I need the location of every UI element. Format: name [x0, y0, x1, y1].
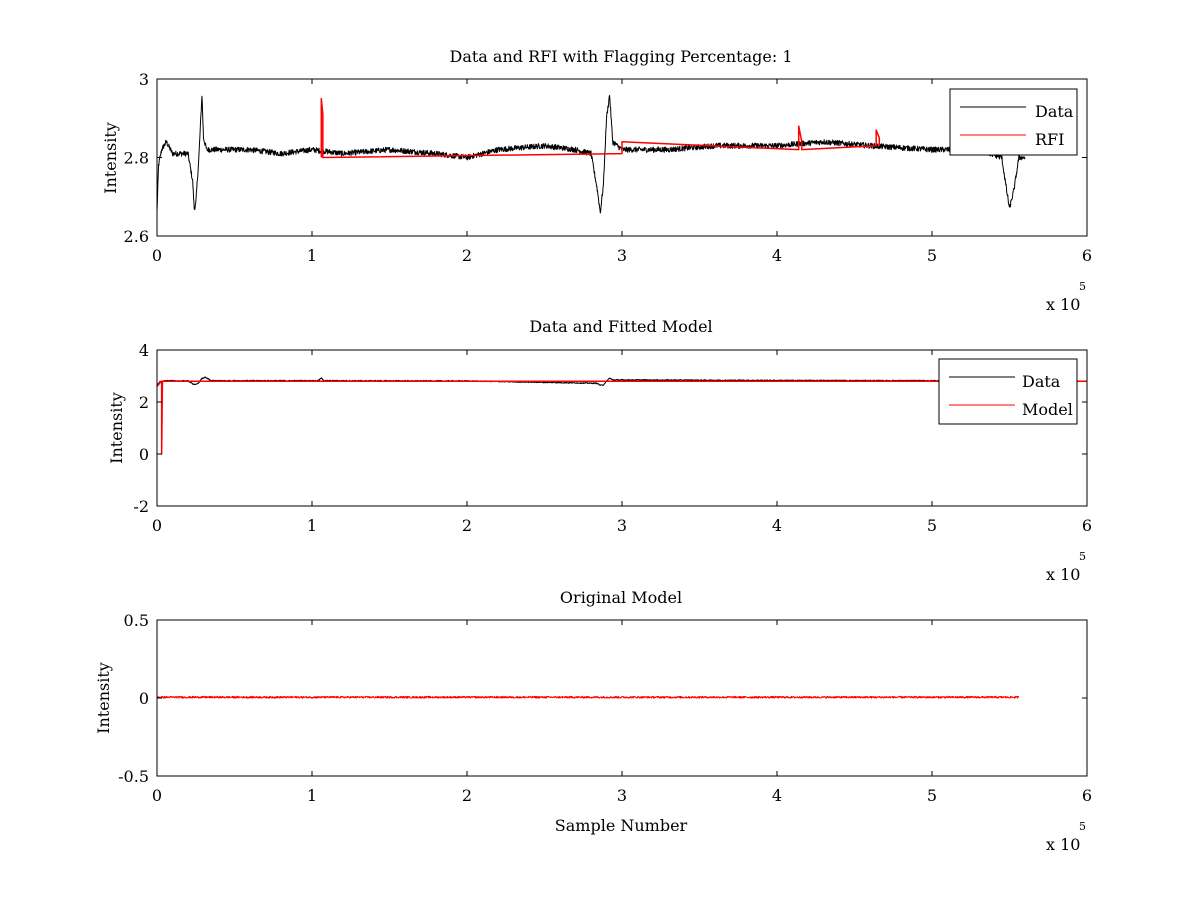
subplot-1-legend: Data RFI [949, 88, 1078, 156]
subplot-2-title: Data and Fitted Model [529, 317, 712, 336]
subplot-3-axes-box [156, 619, 1088, 777]
subplot-2-y-tick-label: 0 [139, 445, 149, 464]
subplot-3-title: Original Model [560, 588, 682, 607]
subplot-2-x-tick-label: 2 [462, 516, 472, 535]
subplot-1-x-tick-label: 3 [617, 246, 627, 265]
subplot-1-x-tick-label: 2 [462, 246, 472, 265]
subplot-1-x-tick-label: 5 [927, 246, 937, 265]
subplot-3-marks: 0 1 2 3 4 5 6-0.500.5 [118, 611, 1092, 805]
subplot-1-title: Data and RFI with Flagging Percentage: 1 [449, 47, 792, 66]
subplot-1: Data and RFI with Flagging Percentage: 1… [101, 47, 1092, 314]
subplot-2-series-model-line [156, 380, 1087, 455]
subplot-3-series-line-line [156, 695, 1020, 699]
subplot-2-ylabel: Intensity [107, 392, 126, 464]
subplot-3-ylabel: Intensity [94, 662, 113, 734]
subplot-2-y-tick-label: 2 [139, 393, 149, 412]
subplot-1-x-tick-label: 6 [1082, 246, 1092, 265]
subplot-3-x-tick-label: 6 [1082, 786, 1092, 805]
subplot-3-x-tick-label: 4 [772, 786, 782, 805]
subplot-2-axes-box [156, 349, 1088, 507]
subplot-3-y-tick-label: 0.5 [124, 611, 149, 630]
subplot-1-ylabel: Intensity [101, 122, 120, 194]
subplot-1-x-tick-label: 4 [772, 246, 782, 265]
subplot-1-y-tick-label: 2.6 [124, 227, 149, 246]
subplot-2-x-tick-label: 3 [617, 516, 627, 535]
subplot-3-y-tick-label: 0 [139, 689, 149, 708]
subplot-1-series-rfi-line [320, 97, 881, 159]
subplot-2-x-tick-label: 0 [152, 516, 162, 535]
subplot-1-series-data-line [156, 94, 1026, 214]
subplot-1-legend-box [949, 88, 1078, 156]
subplot-1-x-multiplier: x 10 [1046, 295, 1080, 314]
subplot-2-x-tick-label: 4 [772, 516, 782, 535]
subplot-3-x-tick-label: 3 [617, 786, 627, 805]
subplot-2-x-tick-label: 5 [927, 516, 937, 535]
subplot-2-legend: Data Model [938, 358, 1078, 425]
subplot-3-x-tick-label: 5 [927, 786, 937, 805]
subplot-2-x-multiplier: x 10 [1046, 565, 1080, 584]
subplot-1-x-tick-label: 0 [152, 246, 162, 265]
subplot-3-y-tick-label: -0.5 [118, 767, 149, 786]
subplot-2-y-tick-label: -2 [133, 497, 149, 516]
subplot-1-y-tick-label: 3 [139, 70, 149, 89]
subplot-1-legend-label-rfi: RFI [1035, 130, 1064, 149]
subplot-2-legend-label-model: Model [1022, 400, 1073, 419]
subplot-2-x-multiplier-exponent: 5 [1079, 550, 1086, 563]
subplot-2-y-tick-label: 4 [139, 341, 149, 360]
subplot-3-x-multiplier-exponent: 5 [1079, 820, 1086, 833]
subplot-2-legend-box [938, 358, 1078, 425]
subplot-2: Data and Fitted Model Intensity 0 1 2 3 4 5 6 -… [107, 317, 1092, 584]
subplot-1-x-tick-label: 1 [307, 246, 317, 265]
subplot-3-x-multiplier: x 10 [1046, 835, 1080, 854]
subplot-3: Original Model Intensity 0 1 2 3 4 5 6-0.500.5… [94, 588, 1092, 854]
subplot-1-axes-box [156, 78, 1088, 237]
subplot-2-x-tick-label: 1 [307, 516, 317, 535]
subplot-2-x-tick-label: 6 [1082, 516, 1092, 535]
subplot-3-x-tick-label: 2 [462, 786, 472, 805]
subplot-2-legend-label-data: Data [1022, 372, 1061, 391]
subplot-1-legend-label-data: Data [1035, 102, 1074, 121]
subplot-3-xlabel: Sample Number [555, 816, 688, 835]
subplot-1-y-tick-label: 2.8 [124, 149, 149, 168]
subplot-3-x-tick-label: 0 [152, 786, 162, 805]
subplot-3-x-tick-label: 1 [307, 786, 317, 805]
subplot-1-x-multiplier-exponent: 5 [1079, 280, 1086, 293]
